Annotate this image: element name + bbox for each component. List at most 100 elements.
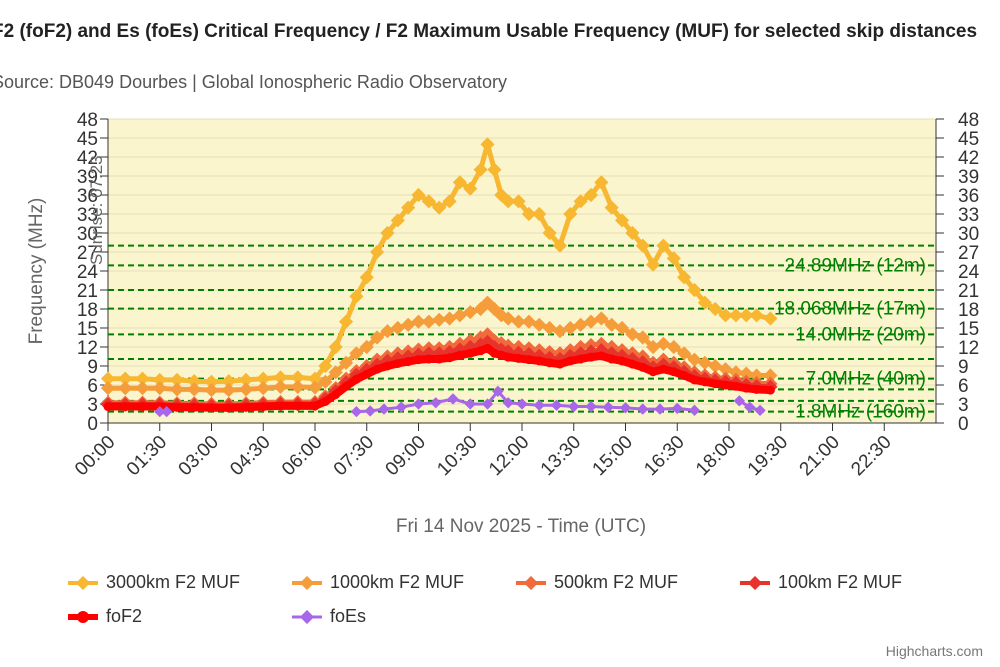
x-tick-label: 10:30: [433, 432, 481, 480]
y-tick-label-left: 12: [77, 338, 98, 359]
data-point: [432, 200, 447, 215]
x-tick-label: 01:30: [123, 432, 171, 480]
data-point: [708, 358, 723, 374]
data-point: [532, 317, 547, 332]
legend-item-fof2[interactable]: foF2: [68, 606, 142, 627]
data-point: [721, 380, 731, 390]
data-point: [585, 400, 597, 413]
data-point: [465, 348, 475, 358]
data-point: [568, 400, 580, 413]
data-point: [635, 330, 650, 345]
data-point: [483, 343, 492, 353]
legend-marker-icon: [292, 609, 322, 624]
data-point: [604, 200, 619, 215]
data-point: [241, 402, 251, 412]
data-point: [733, 395, 746, 407]
data-point: [256, 381, 271, 396]
data-point: [421, 194, 436, 209]
data-point: [687, 352, 702, 367]
data-point: [350, 405, 363, 418]
data-point: [224, 403, 234, 413]
legend-item-1000km[interactable]: 1000km F2 MUF: [292, 572, 464, 593]
y-tick-label-right: 27: [958, 243, 979, 264]
y-tick-label-right: 42: [958, 148, 979, 169]
data-point: [658, 364, 668, 374]
data-point: [401, 200, 416, 215]
data-point: [669, 367, 679, 377]
data-point: [463, 181, 478, 196]
highcharts-credits[interactable]: Highcharts.com: [885, 643, 983, 659]
data-point: [372, 364, 382, 374]
data-point: [187, 374, 202, 389]
data-point: [594, 175, 609, 190]
y-tick-label-right: 33: [958, 205, 979, 226]
data-point: [619, 402, 632, 414]
data-point: [502, 397, 514, 409]
data-point: [100, 371, 116, 386]
data-point: [338, 355, 354, 370]
data-point: [411, 314, 426, 329]
y-tick-label-right: 6: [958, 376, 969, 397]
data-point: [258, 402, 268, 412]
y-tick-label-right: 30: [958, 224, 979, 245]
data-point: [511, 314, 526, 329]
data-point: [238, 382, 254, 397]
data-point: [542, 225, 557, 241]
data-point: [390, 320, 405, 336]
y-tick-label-left: 27: [77, 243, 98, 264]
y-axis-title: Frequency (MHz): [26, 198, 47, 345]
data-point: [550, 399, 563, 411]
legend-label: 1000km F2 MUF: [330, 572, 465, 592]
y-tick-label-left: 42: [77, 148, 98, 169]
data-point: [708, 301, 723, 317]
y-tick-label-right: 45: [958, 129, 979, 150]
data-point: [256, 371, 271, 386]
legend-item-500km[interactable]: 500km F2 MUF: [516, 572, 678, 593]
data-point: [169, 372, 185, 388]
data-point: [120, 402, 130, 412]
data-point: [542, 320, 557, 336]
chart-title: F2 (foF2) and Es (foEs) Critical Frequen…: [0, 21, 978, 42]
data-point: [739, 308, 754, 323]
data-point: [273, 379, 288, 394]
data-point: [514, 353, 524, 363]
x-tick-label: 03:00: [175, 432, 223, 480]
legend-label: foF2: [106, 606, 143, 626]
legend-item-foes[interactable]: foEs: [292, 606, 366, 627]
data-point: [290, 370, 305, 385]
x-tick-label: 07:30: [330, 432, 378, 480]
data-point: [602, 401, 614, 413]
data-point: [635, 238, 650, 253]
data-point: [671, 402, 683, 415]
data-point: [700, 377, 710, 387]
data-point: [424, 354, 434, 364]
data-point: [207, 403, 216, 413]
data-point: [118, 381, 133, 396]
legend-item-3000km[interactable]: 3000km F2 MUF: [68, 572, 240, 593]
data-point: [534, 356, 544, 366]
data-point: [501, 311, 516, 326]
data-point: [552, 238, 568, 253]
x-tick-label: 21:00: [796, 432, 844, 480]
data-point: [521, 206, 536, 222]
data-point: [656, 238, 671, 253]
data-point: [445, 353, 455, 363]
legend-item-100km[interactable]: 100km F2 MUF: [740, 572, 902, 593]
data-point: [154, 405, 166, 418]
data-point: [749, 368, 764, 383]
data-point: [677, 346, 692, 361]
data-point: [487, 162, 502, 177]
legend-label: 500km F2 MUF: [554, 572, 679, 592]
y-tick-label-left: 30: [77, 224, 98, 245]
data-point: [744, 401, 756, 413]
legend-marker-icon: [516, 575, 546, 590]
data-point: [763, 311, 778, 326]
data-point: [524, 355, 534, 365]
data-point: [637, 403, 649, 415]
data-point: [481, 398, 494, 410]
data-point: [690, 375, 699, 385]
chart-subtitle: Source: DB049 Dourbes | Global Ionospher…: [0, 72, 507, 92]
band-label: 7.0MHz (40m): [806, 369, 926, 390]
data-point: [638, 362, 648, 372]
band-label: 24.89MHz (12m): [785, 255, 927, 276]
